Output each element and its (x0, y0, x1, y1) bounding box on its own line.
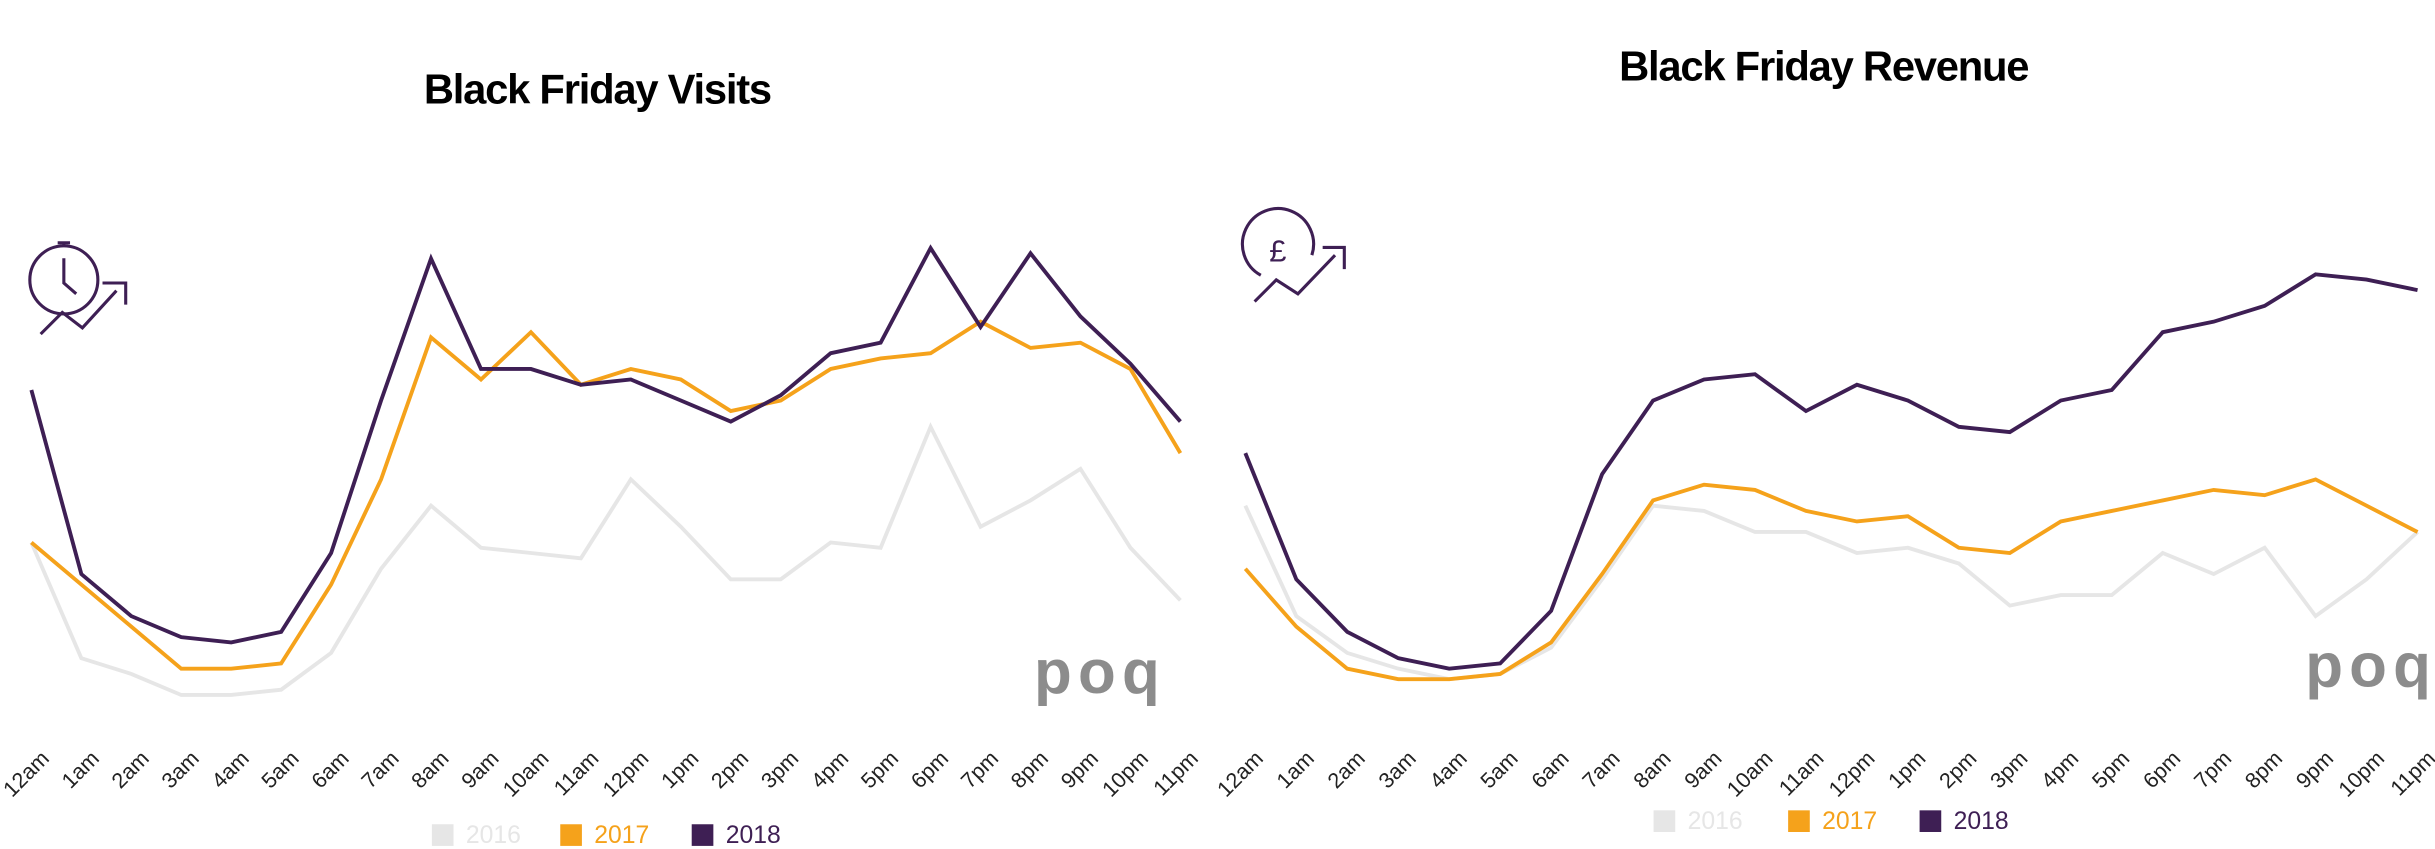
x-tick-label: 11am (549, 746, 604, 801)
x-tick-label: 8pm (2240, 746, 2287, 793)
x-tick-label: 8am (1628, 746, 1675, 793)
legend-label: 2016 (1688, 808, 1743, 835)
x-tick-label: 10am (498, 746, 554, 802)
series-line (1243, 503, 2419, 682)
legend-swatch (691, 824, 714, 846)
x-tick-label: 4pm (2036, 746, 2083, 793)
x-tick-label: 10pm (1097, 746, 1153, 802)
legend-swatch (560, 824, 582, 846)
legend-swatch (1653, 810, 1676, 832)
x-tick-label: 10am (1722, 746, 1778, 802)
logo: poq (1034, 638, 1166, 707)
x-tick-label: 11am (1774, 746, 1829, 801)
chart-title: Black Friday Visits (424, 66, 771, 113)
x-tick-label: 12pm (1824, 746, 1880, 802)
legend-label: 2018 (1954, 808, 2009, 835)
svg-text:£: £ (1269, 233, 1286, 268)
x-tick-label: 9pm (1056, 746, 1103, 793)
legend-label: 2018 (726, 822, 781, 849)
x-tick-label: 6pm (2138, 746, 2185, 793)
x-tick-label: 9am (456, 746, 503, 793)
legend-label: 2016 (466, 822, 521, 849)
x-tick-label: 4am (206, 746, 253, 793)
x-tick-label: 7pm (2189, 746, 2236, 793)
legend-swatch (1788, 810, 1810, 832)
x-tick-label: 7pm (956, 746, 1003, 793)
x-tick-label: 7am (1577, 746, 1624, 793)
x-tick-label: 12am (0, 746, 54, 802)
legend-swatch (1919, 810, 1942, 832)
legend-label: 2017 (594, 822, 649, 849)
series-line (30, 319, 1183, 671)
legend-swatch (431, 824, 454, 846)
x-tick-label: 9pm (2291, 746, 2338, 793)
x-tick-label: 6pm (906, 746, 953, 793)
x-tick-label: 5pm (856, 746, 903, 793)
x-tick-label: 1pm (656, 746, 703, 793)
series-line (1243, 477, 2419, 682)
x-tick-label: 2pm (1934, 746, 1981, 793)
x-tick-label: 11pm (1148, 746, 1203, 801)
x-tick-label: 1pm (1883, 746, 1930, 793)
x-tick-label: 2am (106, 746, 153, 793)
x-tick-label: 5am (1475, 746, 1522, 793)
series-line (1243, 272, 2418, 671)
legend-label: 2017 (1822, 808, 1877, 835)
logo: poq (2305, 632, 2435, 701)
series-line (29, 244, 1182, 645)
x-tick-label: 4am (1424, 746, 1471, 793)
x-tick-label: 9am (1679, 746, 1726, 793)
x-tick-label: 3pm (1985, 746, 2032, 793)
x-tick-label: 2am (1322, 746, 1369, 793)
visits-icon (28, 241, 128, 336)
x-tick-label: 6am (306, 746, 353, 793)
x-tick-label: 1am (56, 746, 103, 793)
x-tick-label: 10pm (2333, 746, 2389, 802)
x-tick-label: 3am (156, 746, 203, 793)
revenue-icon: £ (1240, 207, 1346, 303)
chart-title: Black Friday Revenue (1619, 42, 2028, 89)
x-tick-label: 6am (1526, 746, 1573, 793)
x-tick-label: 2pm (706, 746, 753, 793)
x-tick-label: 12am (1212, 746, 1268, 802)
x-tick-label: 8am (406, 746, 453, 793)
x-tick-label: 11pm (2385, 746, 2435, 801)
x-tick-label: 4pm (806, 746, 853, 793)
x-tick-label: 5am (256, 746, 303, 793)
x-tick-label: 8pm (1006, 746, 1053, 793)
x-tick-label: 7am (356, 746, 403, 793)
x-tick-label: 1am (1271, 746, 1318, 793)
x-tick-label: 3pm (756, 746, 803, 793)
series-line (29, 422, 1182, 697)
x-tick-label: 5pm (2087, 746, 2134, 793)
x-tick-label: 12pm (597, 746, 653, 802)
x-tick-label: 3am (1373, 746, 1420, 793)
